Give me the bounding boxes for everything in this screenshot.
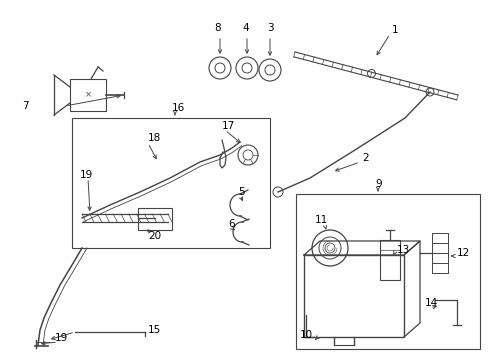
Text: 2: 2 (361, 153, 368, 163)
Text: 5: 5 (238, 187, 244, 197)
Text: 15: 15 (148, 325, 161, 335)
Bar (70, 79, 106, 111)
Text: 8: 8 (214, 23, 221, 33)
Text: 12: 12 (456, 248, 469, 258)
Text: 3: 3 (266, 23, 273, 33)
Bar (72, 118, 269, 248)
Text: 11: 11 (314, 215, 327, 225)
Bar (379, 240, 399, 280)
Text: 9: 9 (374, 179, 381, 189)
Text: 1: 1 (391, 25, 398, 35)
Text: 18: 18 (148, 133, 161, 143)
Text: 10: 10 (299, 330, 312, 340)
Text: 20: 20 (148, 231, 161, 241)
Text: 19: 19 (55, 333, 68, 343)
Text: 6: 6 (227, 219, 234, 229)
Text: 19: 19 (80, 170, 93, 180)
Text: 14: 14 (424, 298, 437, 308)
Bar (295, 194, 479, 349)
Text: 4: 4 (242, 23, 249, 33)
Text: 7: 7 (22, 101, 29, 111)
Bar (138, 208, 172, 230)
Text: ×: × (84, 90, 91, 99)
Text: 13: 13 (396, 245, 409, 255)
Text: 16: 16 (172, 103, 185, 113)
Bar (304, 255, 403, 337)
Text: 17: 17 (222, 121, 235, 131)
